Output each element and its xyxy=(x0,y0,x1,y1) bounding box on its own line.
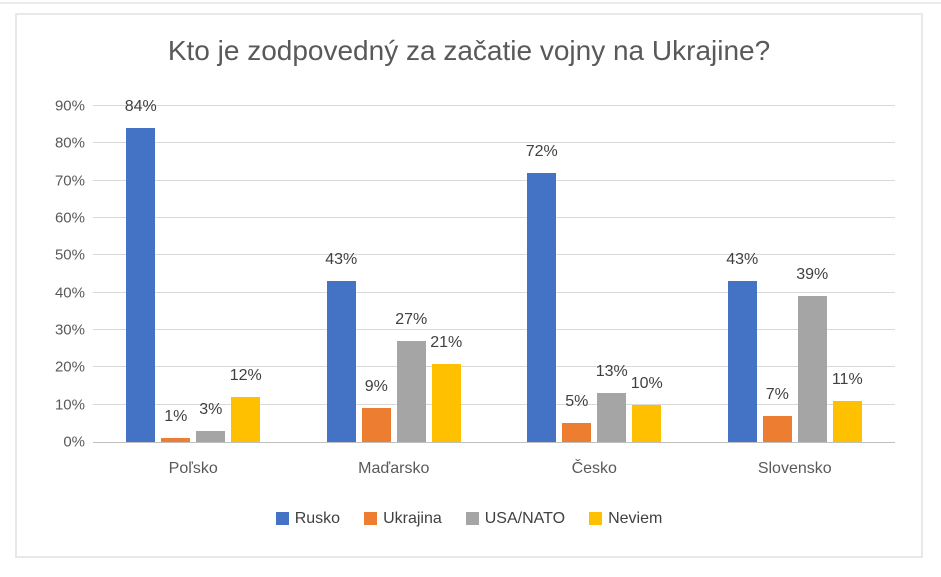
bar-value-label-neviem-esko: 10% xyxy=(630,374,663,392)
bar-ukrajina-ma-arsko: 9% xyxy=(361,378,391,442)
x-tick-label-ma-arsko: Maďarsko xyxy=(358,460,430,477)
y-tick-label-80: 80% xyxy=(54,134,85,152)
bar-fill-neviem-esko xyxy=(632,404,662,442)
y-tick-label-70: 70% xyxy=(54,172,85,190)
bar-value-label-neviem-slovensko: 11% xyxy=(831,370,863,388)
bar-fill-ukrajina-slovensko xyxy=(762,415,792,442)
bar-groups: 84% 1% 3% 12% 43% 9% 27% 21% 72% 5% 13% 10% 43% 7% 39%… xyxy=(93,98,896,442)
gridline-10 xyxy=(93,403,895,405)
bar-value-label-neviem-ma-arsko: 21% xyxy=(430,333,463,351)
y-tick-label-20: 20% xyxy=(54,358,85,376)
gridline-80 xyxy=(93,142,895,144)
bar-value-label-rusko-esko: 72% xyxy=(525,143,558,161)
bar-fill-rusko-slovensko xyxy=(727,281,757,442)
legend-swatch-icon-neviem xyxy=(589,512,603,525)
bar-usa-nato-po-sko: 3% xyxy=(196,401,226,442)
y-tick-label-30: 30% xyxy=(54,321,85,339)
bar-fill-ukrajina-esko xyxy=(562,423,592,442)
gridline-40 xyxy=(93,291,895,293)
legend-item-ukrajina: Ukrajina xyxy=(364,509,442,528)
y-tick-label-60: 60% xyxy=(54,209,85,227)
legend-swatch-icon-usa-nato xyxy=(465,512,479,525)
bar-fill-usa-nato-ma-arsko xyxy=(396,341,426,442)
bar-ukrajina-po-sko: 1% xyxy=(161,408,191,442)
bar-usa-nato-slovensko: 39% xyxy=(796,266,828,442)
chart-frame: Kto je zodpovedný za začatie vojny na Uk… xyxy=(15,13,923,558)
bar-rusko-po-sko: 84% xyxy=(125,98,157,442)
bar-value-label-usa-nato-esko: 13% xyxy=(595,363,628,381)
x-tick-label-esko: Česko xyxy=(571,460,617,477)
bar-fill-usa-nato-slovensko xyxy=(797,296,827,442)
legend-label-ukrajina: Ukrajina xyxy=(383,510,442,527)
y-tick-label-50: 50% xyxy=(54,246,85,264)
legend-item-neviem: Neviem xyxy=(589,509,662,528)
bar-fill-usa-nato-po-sko xyxy=(196,430,226,442)
bar-fill-rusko-po-sko xyxy=(126,128,156,442)
bar-value-label-rusko-po-sko: 84% xyxy=(124,98,157,116)
top-divider-line xyxy=(0,2,941,4)
y-tick-label-90: 90% xyxy=(54,97,85,115)
gridline-90 xyxy=(93,105,895,106)
bar-value-label-usa-nato-po-sko: 3% xyxy=(199,400,223,418)
gridline-70 xyxy=(93,179,895,181)
bar-value-label-rusko-slovensko: 43% xyxy=(726,251,759,269)
bar-fill-neviem-po-sko xyxy=(231,397,261,442)
bar-group-slovensko: 43% 7% 39% 11% xyxy=(695,106,896,442)
bar-group-esko: 72% 5% 13% 10% xyxy=(494,106,695,442)
bar-neviem-ma-arsko: 21% xyxy=(430,334,462,442)
bar-value-label-ukrajina-ma-arsko: 9% xyxy=(364,378,388,396)
legend-swatch-icon-rusko xyxy=(275,512,289,525)
bar-fill-rusko-esko xyxy=(527,173,557,442)
legend: Rusko Ukrajina USA/NATO Neviem xyxy=(17,509,921,528)
chart-title: Kto je zodpovedný za začatie vojny na Uk… xyxy=(167,35,771,66)
legend-item-usa-nato: USA/NATO xyxy=(465,509,566,528)
gridline-30 xyxy=(93,329,895,330)
bar-value-label-ukrajina-po-sko: 1% xyxy=(164,408,188,426)
bar-neviem-esko: 10% xyxy=(631,375,663,442)
bar-fill-neviem-ma-arsko xyxy=(431,363,461,442)
gridline-60 xyxy=(93,217,895,218)
gridline-50 xyxy=(93,254,895,256)
bar-rusko-esko: 72% xyxy=(526,143,558,442)
bar-value-label-usa-nato-slovensko: 39% xyxy=(796,266,829,284)
y-tick-label-0: 0% xyxy=(63,433,85,451)
legend-label-neviem: Neviem xyxy=(608,510,663,527)
bar-usa-nato-ma-arsko: 27% xyxy=(395,311,427,442)
plot-area: 84% 1% 3% 12% 43% 9% 27% 21% 72% 5% 13% 10% 43% 7% 39%… xyxy=(93,98,896,443)
bar-value-label-neviem-po-sko: 12% xyxy=(229,367,262,385)
bar-fill-usa-nato-esko xyxy=(597,393,627,442)
gridline-20 xyxy=(93,366,895,368)
bar-fill-rusko-ma-arsko xyxy=(326,281,356,442)
bar-rusko-ma-arsko: 43% xyxy=(325,251,357,442)
bar-neviem-po-sko: 12% xyxy=(230,367,262,442)
bar-ukrajina-esko: 5% xyxy=(562,393,592,442)
bar-usa-nato-esko: 13% xyxy=(596,363,628,442)
x-tick-label-slovensko: Slovensko xyxy=(757,460,832,477)
bar-fill-ukrajina-ma-arsko xyxy=(361,408,391,442)
legend-item-rusko: Rusko xyxy=(275,509,341,528)
legend-label-usa-nato: USA/NATO xyxy=(484,510,566,527)
legend-label-rusko: Rusko xyxy=(294,510,341,527)
bar-group-ma-arsko: 43% 9% 27% 21% xyxy=(294,106,495,442)
bar-fill-ukrajina-po-sko xyxy=(161,438,191,442)
bar-rusko-slovensko: 43% xyxy=(726,251,758,442)
x-tick-label-po-sko: Poľsko xyxy=(168,460,218,477)
bar-value-label-ukrajina-esko: 5% xyxy=(565,393,589,411)
y-tick-label-10: 10% xyxy=(54,396,85,414)
bar-ukrajina-slovensko: 7% xyxy=(762,386,792,442)
x-axis-labels: Poľsko Maďarsko Česko Slovensko xyxy=(93,459,895,478)
bar-neviem-slovensko: 11% xyxy=(832,371,863,442)
gridlines xyxy=(93,105,895,442)
y-axis-labels: 0% 10% 20% 30% 40% 50% 60% 70% 80% 90% xyxy=(17,99,85,450)
legend-swatch-icon-ukrajina xyxy=(364,512,378,525)
bar-value-label-ukrajina-slovensko: 7% xyxy=(765,385,789,403)
bar-value-label-rusko-ma-arsko: 43% xyxy=(325,251,358,269)
bar-group-po-sko: 84% 1% 3% 12% xyxy=(93,98,294,442)
bar-value-label-usa-nato-ma-arsko: 27% xyxy=(395,311,428,329)
bar-fill-neviem-slovensko xyxy=(832,400,862,442)
y-tick-label-40: 40% xyxy=(54,284,85,302)
